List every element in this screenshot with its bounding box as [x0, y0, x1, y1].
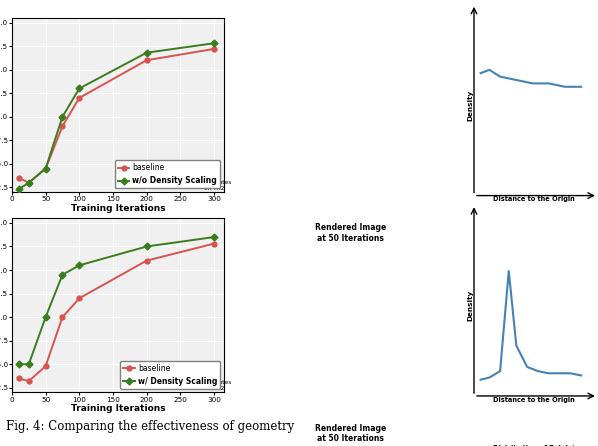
- Text: (a): (a): [108, 265, 129, 279]
- X-axis label: Distance to the Origin: Distance to the Origin: [493, 196, 575, 202]
- Text: Distribution of Points'
Density along Rays: Distribution of Points' Density along Ra…: [493, 445, 575, 446]
- Text: Rendered Image
at 50 Iterations: Rendered Image at 50 Iterations: [315, 223, 386, 243]
- Legend: baseline, w/ Density Scaling: baseline, w/ Density Scaling: [120, 361, 220, 388]
- Legend: baseline, w/o Density Scaling: baseline, w/o Density Scaling: [115, 161, 220, 188]
- Y-axis label: Density: Density: [468, 89, 474, 120]
- Text: Distribution of Points'
Density along Rays: Distribution of Points' Density along Ra…: [493, 244, 575, 257]
- X-axis label: Training Iterations: Training Iterations: [71, 204, 165, 213]
- Text: Fig. 4: Comparing the effectiveness of geometry: Fig. 4: Comparing the effectiveness of g…: [6, 420, 294, 433]
- Text: ~5 minutes
on TX2: ~5 minutes on TX2: [197, 180, 231, 191]
- X-axis label: Distance to the Origin: Distance to the Origin: [493, 396, 575, 403]
- Text: Rendered Image
at 50 Iterations: Rendered Image at 50 Iterations: [315, 424, 386, 443]
- Text: ~5 minutes
on TX2: ~5 minutes on TX2: [197, 380, 231, 391]
- X-axis label: Training Iterations: Training Iterations: [71, 404, 165, 413]
- Y-axis label: Density: Density: [468, 290, 474, 321]
